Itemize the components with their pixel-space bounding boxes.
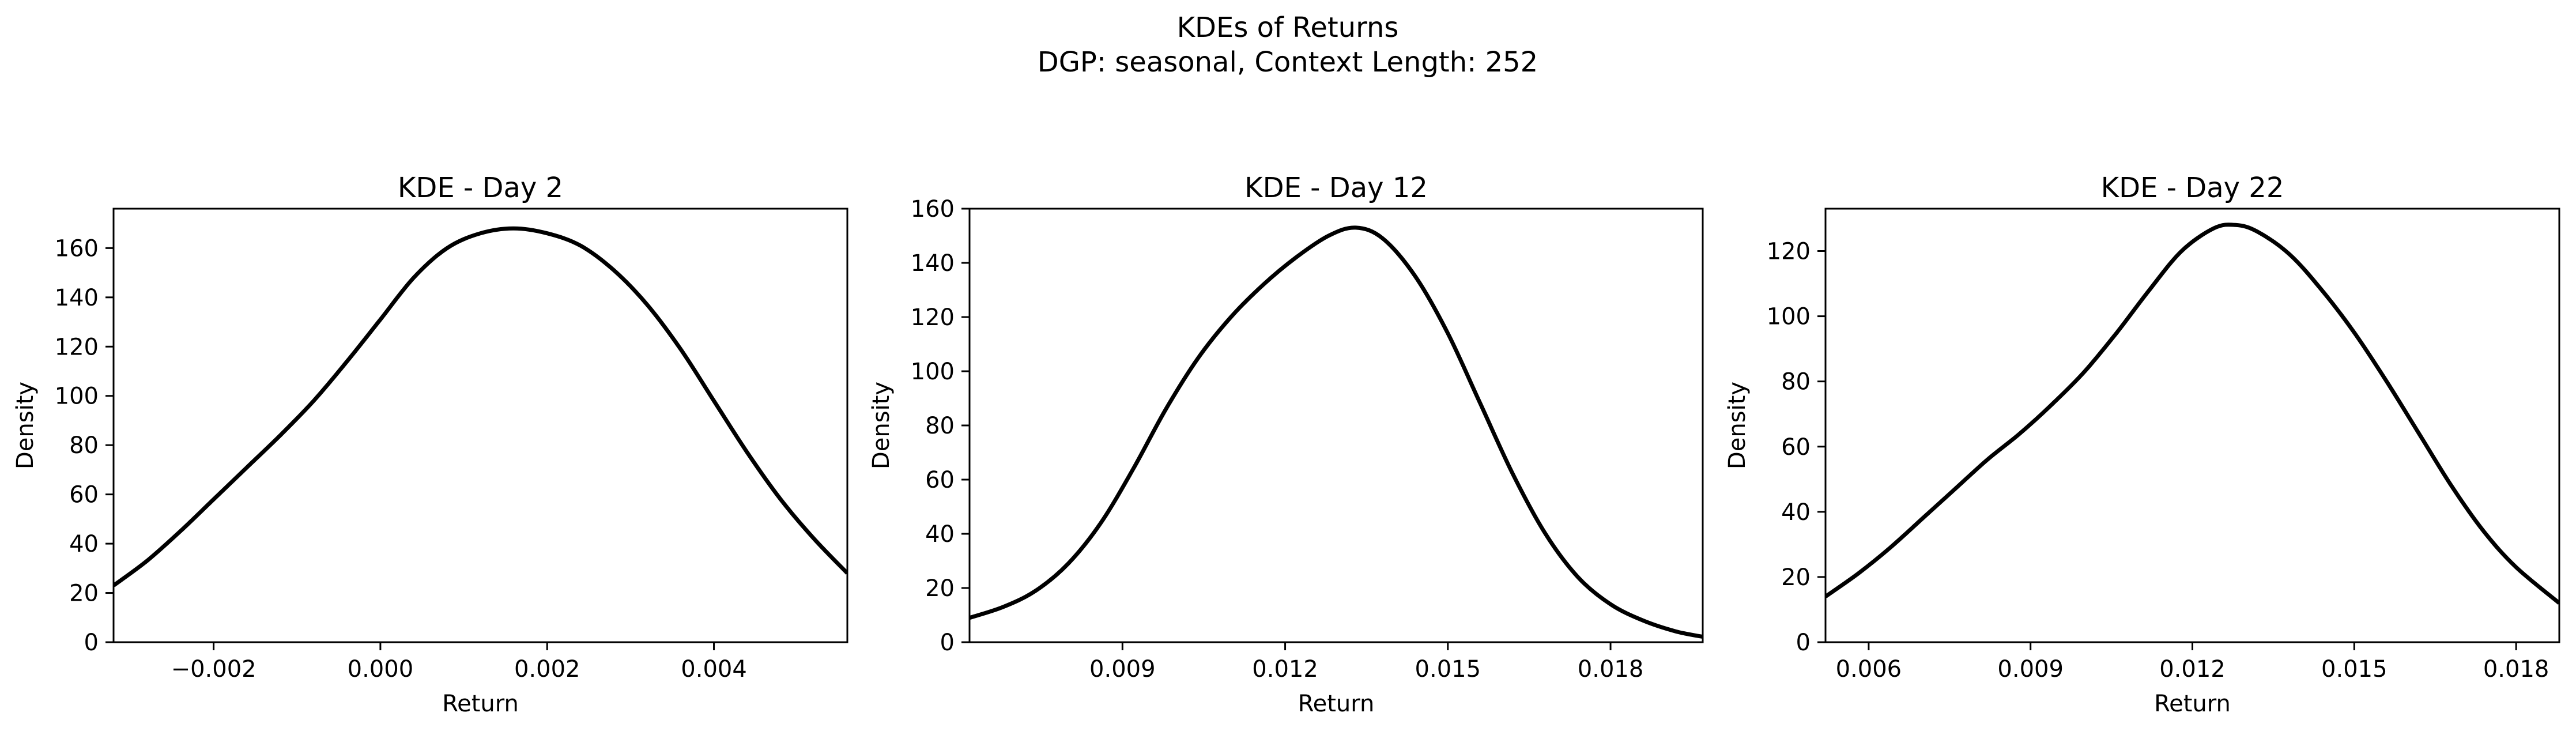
subplot-3: KDE - Day 22 0.006 0.009 0.012 0.015 0.018 0 20… <box>1724 172 2560 717</box>
figure-title: KDEs of Returns <box>1177 12 1399 44</box>
x-tick-label: 0.018 <box>2483 656 2549 683</box>
y-tick-label: 120 <box>55 334 99 360</box>
y-tick-label: 80 <box>69 432 99 459</box>
x-tick-label: 0.018 <box>1578 656 1644 683</box>
x-axis-label: Return <box>2154 691 2231 717</box>
y-tick-label: 100 <box>1767 304 1811 330</box>
y-tick-label: 40 <box>925 521 955 548</box>
y-tick-label: 20 <box>1781 564 1811 591</box>
axes-frame <box>1824 208 2560 643</box>
y-tick-label: 120 <box>1767 239 1811 265</box>
y-axis-label: Density <box>868 382 895 469</box>
y-tick-label: 160 <box>55 235 99 262</box>
x-tick-label: −0.002 <box>171 656 257 683</box>
x-tick-label: 0.015 <box>1415 656 1481 683</box>
x-axis-label: Return <box>1298 691 1375 717</box>
kde-curve <box>114 226 847 587</box>
y-tick-label: 20 <box>925 575 955 602</box>
y-tick-label: 60 <box>925 467 955 493</box>
y-tick-label: 80 <box>1781 369 1811 395</box>
x-tick-label: 0.002 <box>514 656 580 683</box>
x-tick-label: 0.009 <box>1089 656 1156 683</box>
x-tick-label: 0.000 <box>348 656 414 683</box>
y-tick-label: 160 <box>911 196 955 223</box>
x-tick-label: 0.006 <box>1836 656 1902 683</box>
y-axis-label: Density <box>12 382 39 469</box>
x-tick-label: 0.009 <box>1997 656 2064 683</box>
y-tick-label: 100 <box>911 359 955 385</box>
y-axis-label: Density <box>1724 382 1751 469</box>
x-axis-label: Return <box>442 691 519 717</box>
y-tick-label: 0 <box>940 630 955 656</box>
x-tick-label: 0.004 <box>681 656 747 683</box>
kde-curve <box>970 225 1703 639</box>
kde-curve <box>1826 223 2559 605</box>
y-tick-label: 0 <box>84 630 99 656</box>
subplot-1: KDE - Day 2 −0.002 0.000 0.002 0.004 0 20 40 60 8… <box>12 172 848 717</box>
y-tick-label: 140 <box>911 250 955 277</box>
subplot-title: KDE - Day 2 <box>398 172 563 204</box>
figure-subtitle: DGP: seasonal, Context Length: 252 <box>1038 46 1538 78</box>
axes-frame <box>968 208 1704 643</box>
y-tick-label: 40 <box>1781 499 1811 526</box>
y-tick-label: 40 <box>69 531 99 557</box>
y-tick-label: 20 <box>69 581 99 607</box>
axes-frame <box>112 208 848 643</box>
y-tick-label: 140 <box>55 285 99 311</box>
x-tick-label: 0.015 <box>2321 656 2388 683</box>
y-tick-label: 100 <box>55 383 99 410</box>
subplots: KDE - Day 2 −0.002 0.000 0.002 0.004 0 20 40 60 8… <box>12 172 2560 717</box>
y-tick-label: 80 <box>925 413 955 439</box>
subplot-title: KDE - Day 12 <box>1244 172 1428 204</box>
x-tick-label: 0.012 <box>1252 656 1318 683</box>
y-tick-label: 0 <box>1796 630 1811 656</box>
y-tick-label: 120 <box>911 304 955 331</box>
subplot-2: KDE - Day 12 0.009 0.012 0.015 0.018 0 20 40 60 8… <box>868 172 1704 717</box>
y-tick-label: 60 <box>1781 434 1811 461</box>
x-tick-label: 0.012 <box>2159 656 2226 683</box>
y-tick-label: 60 <box>69 482 99 508</box>
subplot-title: KDE - Day 22 <box>2101 172 2284 204</box>
